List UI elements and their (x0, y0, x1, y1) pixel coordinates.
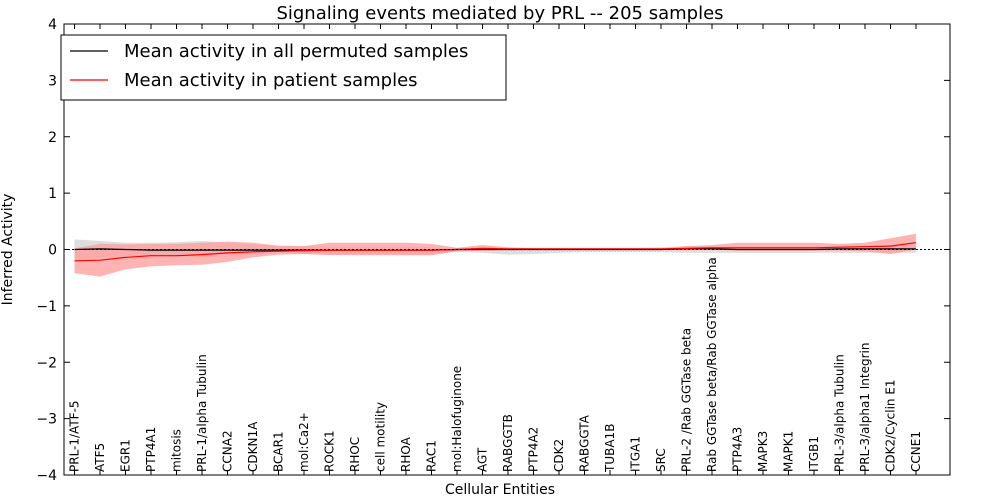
y-tick-label: 2 (48, 130, 57, 146)
y-tick-label: 3 (48, 73, 57, 89)
x-tick-label: ITGB1 (807, 436, 821, 472)
x-tick-label: CDKN1A (246, 421, 260, 472)
legend-entry-permuted: Mean activity in all permuted samples (124, 41, 468, 62)
band-series-1 (74, 233, 916, 277)
line-series-0 (74, 248, 916, 251)
x-tick-label: TUBA1B (603, 424, 617, 473)
x-tick-label: PTP4A3 (731, 427, 745, 472)
x-tick-label: ITGA1 (629, 436, 643, 472)
x-tick-label: RABGGTA (578, 414, 592, 472)
x-tick-label: PRL-1/ATF-5 (68, 400, 82, 472)
x-tick-label: EGR1 (119, 439, 133, 472)
legend-box (60, 34, 507, 101)
x-tick-label: Rab GGTase beta/Rab GGTase alpha (705, 257, 719, 472)
x-tick-label: CDK2/Cyclin E1 (884, 379, 898, 472)
x-axis-label: Cellular Entities (445, 482, 555, 498)
line-series-1 (74, 242, 917, 262)
x-tick-label: PTP4A2 (527, 427, 541, 472)
x-axis: PRL-1/ATF-5 ATF5 EGR1 PTP4A1 mitosis PRL-1/al… (68, 24, 923, 475)
x-tick-label: ATF5 (93, 443, 107, 472)
y-tick-label: −2 (36, 355, 57, 371)
x-tick-label: AGT (476, 447, 490, 472)
chart-title: Signaling events mediated by PRL -- 205 … (276, 3, 723, 24)
series-lines (74, 242, 917, 262)
legend-entry-patient: Mean activity in patient samples (124, 70, 418, 91)
x-tick-label: mol:Halofuginone (450, 366, 464, 472)
x-tick-label: PRL-1/alpha Tubulin (195, 354, 209, 472)
x-tick-label: RHOC (348, 437, 362, 472)
x-tick-label: ROCK1 (323, 430, 337, 472)
x-tick-label: CCNA2 (221, 430, 235, 472)
y-tick-label: 1 (48, 186, 57, 202)
y-axis-label: Inferred Activity (0, 194, 16, 306)
x-tick-label: CDK2 (552, 439, 566, 472)
x-tick-label: PRL-3/alpha1 Integrin (858, 343, 872, 473)
x-tick-label: PTP4A1 (144, 427, 158, 472)
legend: Mean activity in all permuted samples Me… (60, 34, 507, 101)
x-tick-label: RABGGTB (501, 414, 515, 472)
x-tick-label: MAPK1 (782, 431, 796, 472)
x-tick-label: mol:Ca2+ (297, 412, 311, 472)
y-axis: 4 3 2 1 0 −1 −2 −3 −4 (36, 17, 950, 484)
y-tick-label: −4 (36, 468, 57, 484)
x-tick-label: MAPK3 (756, 431, 770, 472)
x-tick-label: CCNE1 (909, 431, 923, 472)
x-tick-label: mitosis (170, 429, 184, 472)
y-tick-label: −1 (36, 299, 57, 315)
x-tick-label: PRL-3/alpha Tubulin (833, 354, 847, 472)
x-tick-label: RAC1 (425, 440, 439, 472)
x-tick-label: BCAR1 (272, 431, 286, 472)
y-tick-label: 0 (48, 243, 57, 259)
y-tick-label: 4 (48, 17, 57, 33)
x-tick-label: PRL-2 /Rab GGTase beta (680, 328, 694, 472)
x-tick-label: RHOA (399, 436, 413, 472)
y-tick-label: −3 (36, 412, 57, 428)
x-tick-label: SRC (654, 448, 668, 472)
x-tick-label: cell motility (374, 402, 388, 472)
